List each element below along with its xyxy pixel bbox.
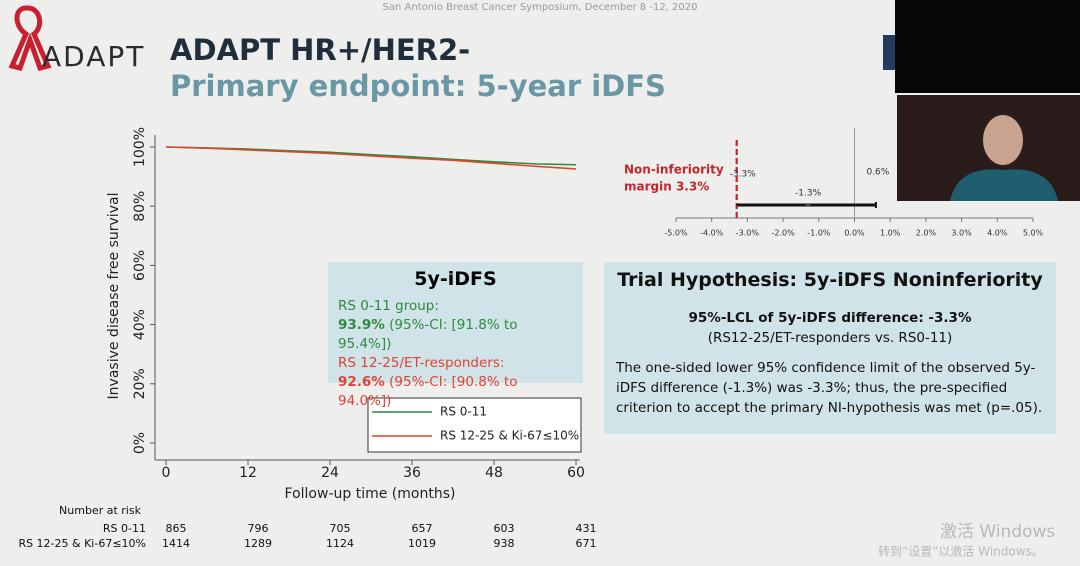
risk-value: 431: [576, 522, 597, 535]
x-tick-label: 3.0%: [951, 229, 972, 238]
risk-value: 938: [494, 537, 515, 550]
risk-value: 1124: [326, 537, 354, 550]
hypothesis-box: Trial Hypothesis: 5y-iDFS Noninferiority…: [604, 262, 1056, 434]
value-label: 0.6%: [866, 168, 889, 178]
group-label: RS 12-25/ET-responders:: [338, 355, 505, 371]
x-tick-label: 2.0%: [916, 229, 937, 238]
value-label: -1.3%: [795, 189, 822, 199]
x-axis-label: Follow-up time (months): [285, 486, 456, 502]
group-label: RS 0-11 group:: [338, 298, 439, 314]
x-tick-label: 36: [403, 465, 421, 481]
x-tick-label: -1.0%: [807, 229, 831, 238]
box-title: Trial Hypothesis: 5y-iDFS Noninferiority: [617, 269, 1043, 291]
ci: (95%-CI: [90.8% to 94.0%]): [338, 374, 518, 409]
watermark: 转到“设置”以激活 Windows。: [878, 544, 1044, 559]
legend-label: RS 0-11: [440, 405, 487, 419]
x-tick-label: -3.0%: [736, 229, 760, 238]
x-tick-label: -4.0%: [700, 229, 724, 238]
lcl: 95%-LCL of 5y-iDFS difference: -3.3%: [688, 310, 972, 326]
risk-value: 1289: [244, 537, 272, 550]
estimate: [806, 203, 811, 207]
y-tick-label: 0%: [132, 432, 148, 454]
survival-curve: [165, 146, 577, 170]
slide-deco: [883, 35, 897, 70]
margin-annotation: Non-inferiority: [624, 163, 724, 177]
x-tick-label: 5.0%: [1023, 229, 1044, 238]
x-tick-label: 0.0%: [844, 229, 865, 238]
x-tick-label: 12: [239, 465, 257, 481]
x-tick-label: 60: [567, 465, 585, 481]
y-tick-label: 60%: [132, 250, 148, 281]
value: 92.6%: [338, 374, 385, 390]
y-tick-label: 20%: [132, 368, 148, 399]
y-axis-label: Invasive disease free survival: [106, 193, 122, 400]
title: ADAPT HR+/HER2-: [170, 33, 470, 67]
x-tick-label: -2.0%: [771, 229, 795, 238]
risk-value: 671: [576, 537, 597, 550]
x-tick-label: 1.0%: [880, 229, 901, 238]
logo-ribbon: [8, 5, 52, 71]
legend-box: [367, 397, 582, 453]
explanation: The one-sided lower 95% confidence limit…: [616, 360, 1043, 416]
logo: ADAPT: [42, 40, 145, 73]
value-label: -3.3%: [730, 170, 757, 180]
risk-value: 1414: [162, 537, 190, 550]
x-tick-label: 24: [321, 465, 339, 481]
x-tick-label: -5.0%: [664, 229, 688, 238]
risk-value: 603: [494, 522, 515, 535]
risk-value: 705: [330, 522, 351, 535]
legend-label: RS 12-25 & Ki-67≤10%: [440, 429, 579, 443]
box-title: 5y-iDFS: [414, 268, 497, 290]
y-tick-label: 40%: [132, 309, 148, 340]
margin-annotation: margin 3.3%: [624, 180, 709, 194]
header: San Antonio Breast Cancer Symposium, Dec…: [383, 2, 698, 13]
webcam-person: [983, 115, 1023, 165]
x-tick-label: 4.0%: [987, 229, 1008, 238]
webcam-black: [895, 0, 1080, 93]
y-tick-label: 100%: [132, 127, 148, 167]
x-tick-label: 48: [485, 465, 503, 481]
x-tick-label: 0: [162, 465, 171, 481]
group-result: 93.9% (95%-CI: [91.8% to 95.4%]): [338, 316, 573, 354]
comparison: (RS12-25/ET-responders vs. RS0-11): [707, 330, 953, 346]
value: 93.9%: [338, 317, 385, 333]
group-result: 92.6% (95%-CI: [90.8% to 94.0%]): [338, 373, 573, 411]
risk-label: RS 12-25 & Ki-67≤10%: [18, 537, 146, 550]
risk-value: 796: [248, 522, 269, 535]
risk-value: 657: [412, 522, 433, 535]
risk-value: 865: [166, 522, 187, 535]
watermark: 激活 Windows: [940, 522, 1055, 542]
risk-title: Number at risk: [59, 504, 142, 517]
webcam-person: [950, 169, 1058, 201]
risk-label: RS 0-11: [103, 522, 146, 535]
y-tick-label: 80%: [132, 191, 148, 222]
subtitle: Primary endpoint: 5-year iDFS: [170, 69, 666, 103]
result-box: 5y-iDFS RS 0-11 group: 93.9% (95%-CI: [9…: [328, 262, 583, 409]
risk-value: 1019: [408, 537, 436, 550]
ci: (95%-CI: [91.8% to 95.4%]): [338, 317, 518, 352]
